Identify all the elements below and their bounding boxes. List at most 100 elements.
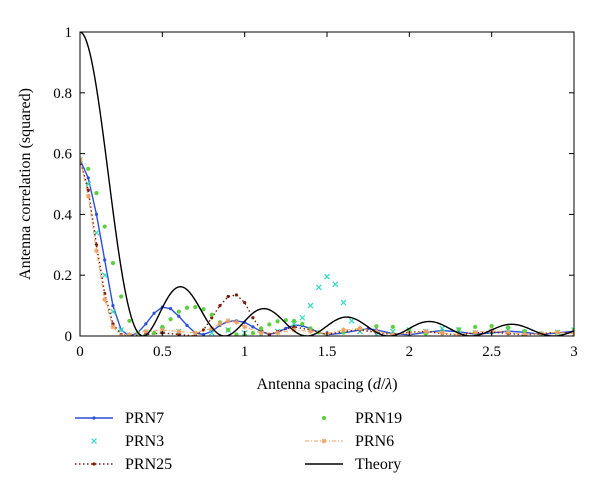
- y-axis-label: Antenna correlation (squared): [17, 88, 34, 280]
- x-tick-label-2: 1: [241, 344, 249, 360]
- series-layer: [80, 32, 574, 336]
- point-prn3-23: [348, 317, 355, 324]
- point-prn19-14: [193, 305, 198, 310]
- legend-label-prn6: PRN6: [355, 433, 394, 450]
- legend-item-prn25: PRN25: [75, 456, 172, 473]
- point-prn6-29: [472, 329, 478, 335]
- point-prn25-15: [234, 293, 239, 297]
- y-tick-label-0: 0: [65, 329, 73, 345]
- point-prn7-2: [94, 212, 99, 216]
- point-prn3-16: [291, 320, 297, 327]
- point-prn3-20: [324, 273, 330, 280]
- point-prn6-3: [102, 297, 108, 303]
- point-prn6-21: [340, 327, 346, 333]
- point-prn7-13: [185, 323, 189, 327]
- point-prn19-24: [275, 319, 280, 324]
- point-prn3-29: [439, 325, 446, 332]
- point-prn19-21: [250, 330, 255, 336]
- point-prn25-12: [210, 316, 214, 320]
- legend-item-prn6: PRN6: [305, 433, 394, 450]
- point-prn3-5: [118, 326, 125, 333]
- point-prn6-35: [571, 331, 574, 336]
- point-prn19-23: [267, 322, 272, 327]
- point-prn19-39: [473, 324, 478, 329]
- point-prn19-22: [259, 326, 264, 331]
- series-line-theory: [80, 32, 574, 336]
- point-prn6-4: [110, 324, 116, 330]
- point-prn19-38: [456, 327, 461, 332]
- point-prn6-31: [505, 329, 511, 335]
- point-prn7-11: [168, 307, 173, 311]
- point-prn19-15: [201, 307, 206, 312]
- legend-marker-prn19: [321, 415, 327, 421]
- point-prn19-16: [209, 312, 214, 317]
- point-prn7-12: [177, 314, 181, 318]
- point-prn25-19: [267, 332, 271, 336]
- legend-marker-prn25: [92, 462, 96, 466]
- legend-marker-prn3: [91, 438, 97, 444]
- x-axis-label: Antenna spacing (d/λ): [256, 376, 397, 393]
- point-prn19-10: [160, 324, 165, 329]
- legend-label-prn3: PRN3: [125, 433, 164, 450]
- point-prn6-16: [258, 330, 264, 336]
- point-prn25-11: [201, 328, 206, 332]
- point-prn6-0: [80, 157, 83, 163]
- point-prn3-4: [110, 308, 116, 315]
- point-prn19-13: [184, 305, 190, 310]
- x-tick-label-5: 2.5: [482, 344, 501, 360]
- y-tick-label-5: 1: [65, 25, 73, 41]
- legend-label-prn7: PRN7: [125, 410, 164, 427]
- x-tick-label-1: 0.5: [153, 344, 172, 360]
- point-prn25-9: [177, 332, 181, 336]
- x-tick-label-4: 2: [406, 344, 414, 360]
- point-prn19-25: [283, 318, 288, 323]
- point-prn6-2: [93, 248, 99, 254]
- point-prn7-3: [103, 258, 107, 262]
- x-tick-label-0: 0: [76, 344, 84, 360]
- point-prn7-4: [111, 304, 115, 308]
- legend-label-prn19: PRN19: [355, 410, 402, 427]
- point-prn6-9: [176, 328, 182, 334]
- point-prn19-28: [308, 326, 313, 331]
- point-prn19-41: [506, 325, 511, 330]
- plot-background: [80, 32, 574, 336]
- x-tick-label-3: 1.5: [318, 344, 337, 360]
- point-prn19-33: [374, 324, 379, 329]
- point-prn7-9: [152, 311, 156, 315]
- point-prn19-6: [127, 318, 132, 323]
- x-tick-label-6: 3: [570, 344, 578, 360]
- point-prn6-1: [85, 193, 91, 199]
- point-prn6-22: [357, 325, 363, 331]
- point-prn19-9: [152, 330, 157, 336]
- y-tick-label-2: 0.4: [53, 207, 72, 223]
- series-theory: [80, 32, 574, 336]
- legend-marker-prn7: [92, 416, 96, 420]
- point-prn3-18: [307, 302, 314, 309]
- legend-item-prn19: PRN19: [321, 410, 402, 427]
- point-prn25-13: [218, 304, 222, 308]
- point-prn25-1: [86, 188, 90, 192]
- point-prn25-17: [251, 316, 255, 320]
- point-prn6-5: [118, 333, 124, 336]
- point-prn25-16: [243, 300, 247, 305]
- point-prn19-18: [226, 327, 231, 333]
- series-prn19: [80, 157, 574, 336]
- legend-item-prn7: PRN7: [75, 410, 164, 427]
- point-prn6-27: [439, 330, 445, 336]
- point-prn6-34: [555, 329, 561, 335]
- point-prn19-27: [300, 321, 305, 326]
- point-prn19-2: [94, 191, 99, 196]
- point-prn19-3: [102, 224, 107, 229]
- point-prn25-21: [292, 325, 296, 329]
- point-prn19-4: [110, 260, 116, 266]
- point-prn3-19: [315, 284, 322, 291]
- point-prn19-1: [86, 166, 91, 171]
- legend-item-prn3: PRN3: [91, 433, 164, 450]
- point-prn19-11: [168, 317, 173, 322]
- point-prn25-14: [226, 294, 230, 299]
- legend-marker-prn6: [321, 438, 327, 444]
- point-prn19-19: [234, 332, 239, 336]
- point-prn6-19: [308, 328, 314, 334]
- point-prn7-1: [86, 176, 90, 180]
